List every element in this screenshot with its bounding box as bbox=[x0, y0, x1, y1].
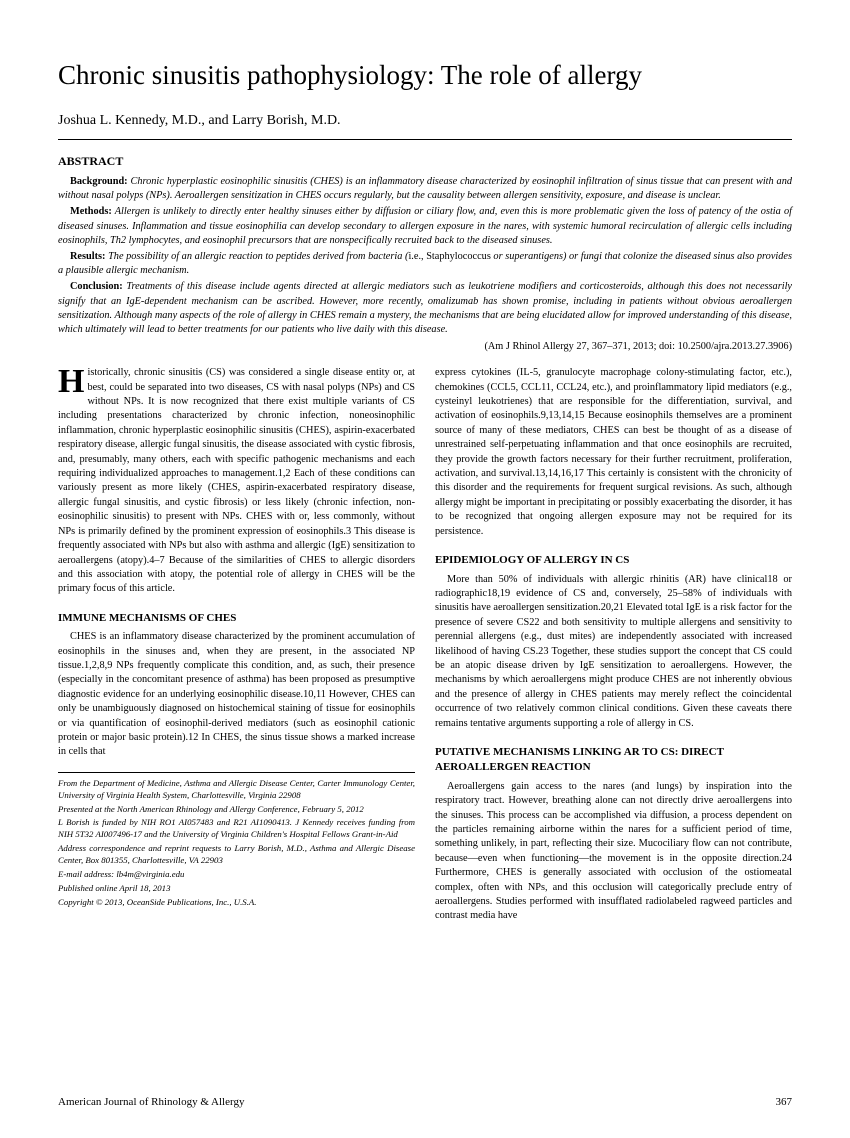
intro-text: istorically, chronic sinusitis (CS) was … bbox=[58, 367, 415, 594]
right-para1: express cytokines (IL-5, granulocyte mac… bbox=[435, 366, 792, 539]
citation: (Am J Rhinol Allergy 27, 367–371, 2013; … bbox=[58, 341, 792, 352]
left-column: Historically, chronic sinusitis (CS) was… bbox=[58, 366, 415, 924]
body-columns: Historically, chronic sinusitis (CS) was… bbox=[58, 366, 792, 924]
abstract-methods-label: Methods: bbox=[70, 206, 112, 217]
abstract-background-label: Background: bbox=[70, 176, 128, 187]
footnote-affiliation: From the Department of Medicine, Asthma … bbox=[58, 778, 415, 802]
right-column: express cytokines (IL-5, granulocyte mac… bbox=[435, 366, 792, 924]
abstract-results-pre: The possibility of an allergic reaction … bbox=[105, 251, 408, 262]
abstract-heading: ABSTRACT bbox=[58, 154, 792, 169]
section-heading-putative: PUTATIVE MECHANISMS LINKING AR TO CS: DI… bbox=[435, 745, 792, 776]
abstract-background-text: Chronic hyperplastic eosinophilic sinusi… bbox=[58, 176, 792, 201]
page-footer: American Journal of Rhinology & Allergy … bbox=[58, 1096, 792, 1108]
epidemiology-para: More than 50% of individuals with allerg… bbox=[435, 573, 792, 731]
footnote-block: From the Department of Medicine, Asthma … bbox=[58, 778, 415, 909]
immune-para: CHES is an inflammatory disease characte… bbox=[58, 630, 415, 760]
abstract: Background: Chronic hyperplastic eosinop… bbox=[58, 175, 792, 337]
section-heading-immune: IMMUNE MECHANISMS OF CHES bbox=[58, 611, 415, 626]
authors: Joshua L. Kennedy, M.D., and Larry Boris… bbox=[58, 113, 792, 129]
footnote-funding: L Borish is funded by NIH RO1 AI057483 a… bbox=[58, 817, 415, 841]
footnote-presented: Presented at the North American Rhinolog… bbox=[58, 804, 415, 816]
footnote-divider bbox=[58, 772, 415, 773]
abstract-methods-text: Allergen is unlikely to directly enter h… bbox=[58, 206, 792, 245]
abstract-results-mid: i.e., Staphylococcus bbox=[408, 251, 490, 262]
footer-page-number: 367 bbox=[776, 1096, 793, 1108]
abstract-results-label: Results: bbox=[70, 251, 105, 262]
footnote-email: E-mail address: lb4m@virginia.edu bbox=[58, 869, 415, 881]
article-title: Chronic sinusitis pathophysiology: The r… bbox=[58, 60, 792, 91]
footnote-published: Published online April 18, 2013 bbox=[58, 883, 415, 895]
dropcap: H bbox=[58, 366, 87, 397]
footnote-correspondence: Address correspondence and reprint reque… bbox=[58, 843, 415, 867]
putative-para: Aeroallergens gain access to the nares (… bbox=[435, 780, 792, 924]
abstract-conclusion-text: Treatments of this disease include agent… bbox=[58, 281, 792, 335]
footnote-copyright: Copyright © 2013, OceanSide Publications… bbox=[58, 897, 415, 909]
footer-journal: American Journal of Rhinology & Allergy bbox=[58, 1096, 244, 1108]
section-heading-epidemiology: EPIDEMIOLOGY OF ALLERGY IN CS bbox=[435, 553, 792, 568]
divider bbox=[58, 139, 792, 140]
abstract-conclusion-label: Conclusion: bbox=[70, 281, 123, 292]
